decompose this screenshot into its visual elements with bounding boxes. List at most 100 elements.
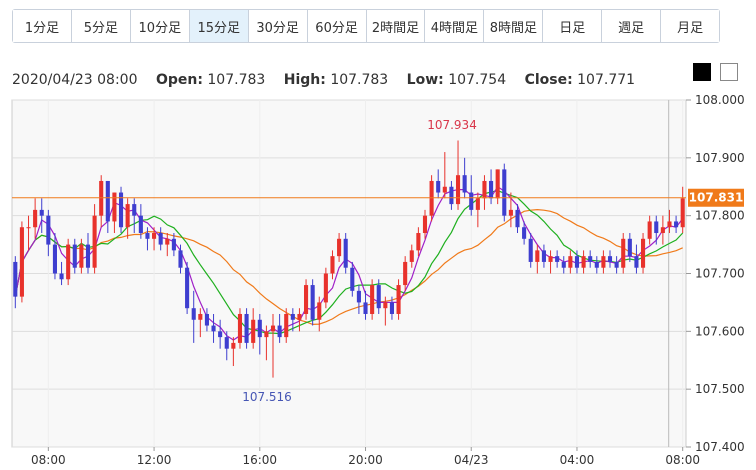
candle-body [231, 342, 236, 349]
candle-body [674, 221, 679, 228]
high-value: 107.783 [330, 72, 389, 88]
candle-body [244, 313, 249, 343]
candle-body [178, 250, 183, 268]
candle-body [264, 331, 269, 338]
y-tick-label: 107.900 [695, 151, 745, 165]
candle-body [396, 285, 401, 314]
dark-theme-button[interactable] [693, 63, 711, 81]
x-tick-label: 08:00 [665, 453, 700, 467]
high-label: High: [283, 72, 326, 88]
candle-body [297, 313, 302, 320]
tab-timeframe-11[interactable]: 月足 [661, 10, 720, 42]
low-value: 107.754 [448, 72, 507, 88]
candle-body [502, 169, 507, 216]
candle-body [641, 238, 646, 268]
tab-timeframe-1[interactable]: 5分足 [71, 10, 131, 42]
candle-body [436, 180, 441, 193]
x-tick-label: 08:00 [31, 453, 66, 467]
x-tick-label: 04/23 [454, 453, 489, 467]
candle-body [614, 261, 619, 268]
current-price-label: 107.831 [689, 191, 744, 205]
candle-body [667, 221, 672, 228]
candle-body [277, 325, 282, 338]
candle-body [548, 256, 553, 262]
candle-body [660, 227, 665, 234]
candle-body [13, 261, 18, 297]
candle-body [522, 227, 527, 239]
tab-timeframe-7[interactable]: 4時間足 [425, 10, 485, 42]
y-tick-label: 107.400 [695, 440, 745, 454]
tab-timeframe-9[interactable]: 日足 [543, 10, 603, 42]
candle-body [112, 192, 117, 222]
candle-body [403, 261, 408, 286]
candle-body [165, 238, 170, 245]
candle-body [535, 250, 540, 262]
candle-body [350, 267, 355, 291]
candle-body [85, 244, 91, 268]
candle-body [204, 313, 209, 326]
current-price-tag [688, 188, 744, 207]
candle-body [304, 285, 309, 314]
candle-body [627, 238, 632, 257]
x-tick-label: 20:00 [348, 453, 383, 467]
candle-body [224, 337, 229, 349]
tab-timeframe-2[interactable]: 10分足 [130, 10, 190, 42]
timeframe-tabs: 1分足 5分足 10分足 15分足 30分足 60分足 2時間足 4時間足 8時間足 日足 週足 月足 [12, 9, 720, 43]
candle-body [541, 250, 546, 262]
candle-body [409, 250, 414, 262]
candle-body [634, 256, 639, 268]
candle-body [601, 256, 606, 268]
candle-body [482, 180, 487, 199]
candle-body [270, 325, 276, 332]
candle-body [323, 273, 328, 303]
candle-body [429, 180, 434, 216]
candle-body [376, 285, 381, 309]
low-price-annotation: 107.516 [242, 390, 292, 404]
candle-body [621, 238, 626, 268]
candle-body [191, 308, 196, 320]
candle-body [442, 186, 447, 193]
candle-body [489, 180, 494, 199]
candle-body [508, 209, 513, 216]
tab-timeframe-5[interactable]: 60分足 [307, 10, 367, 42]
tab-timeframe-3[interactable]: 15分足 [189, 10, 249, 42]
candle-body [647, 221, 652, 239]
y-tick-label: 107.700 [695, 267, 745, 281]
candle-body [138, 215, 143, 234]
y-tick-label: 108.000 [695, 93, 745, 107]
candle-body [330, 256, 335, 274]
candle-body [654, 221, 659, 234]
tab-timeframe-4[interactable]: 30分足 [248, 10, 308, 42]
tab-timeframe-0[interactable]: 1分足 [13, 10, 72, 42]
y-tick-label: 107.600 [695, 324, 745, 338]
candle-body [568, 256, 573, 268]
candle-body [383, 302, 388, 309]
candle-body [416, 233, 421, 251]
open-value: 107.783 [207, 72, 266, 88]
candle-body [475, 198, 480, 210]
candle-body [581, 256, 586, 268]
tab-timeframe-8[interactable]: 8時間足 [484, 10, 544, 42]
candle-body [66, 244, 71, 280]
candle-body [607, 256, 613, 262]
close-label: Close: [524, 72, 573, 88]
candle-body [555, 256, 560, 262]
ohlc-readout: 2020/04/23 08:00 Open: 107.783 High: 107… [12, 72, 635, 88]
candle-body [211, 325, 216, 332]
tab-timeframe-6[interactable]: 2時間足 [366, 10, 426, 42]
candle-body [290, 313, 295, 320]
low-label: Low: [406, 72, 444, 88]
candle-body [59, 273, 64, 280]
candle-body [72, 244, 77, 268]
tab-timeframe-10[interactable]: 週足 [602, 10, 662, 42]
light-theme-button[interactable] [720, 63, 738, 81]
candle-body [495, 169, 500, 199]
candle-body [171, 238, 176, 251]
candle-body [26, 227, 31, 229]
candle-body [363, 302, 368, 314]
candle-body [132, 204, 137, 216]
candle-body [449, 186, 454, 205]
candle-body [462, 175, 467, 193]
candle-body [158, 233, 163, 245]
candle-body [118, 192, 124, 228]
